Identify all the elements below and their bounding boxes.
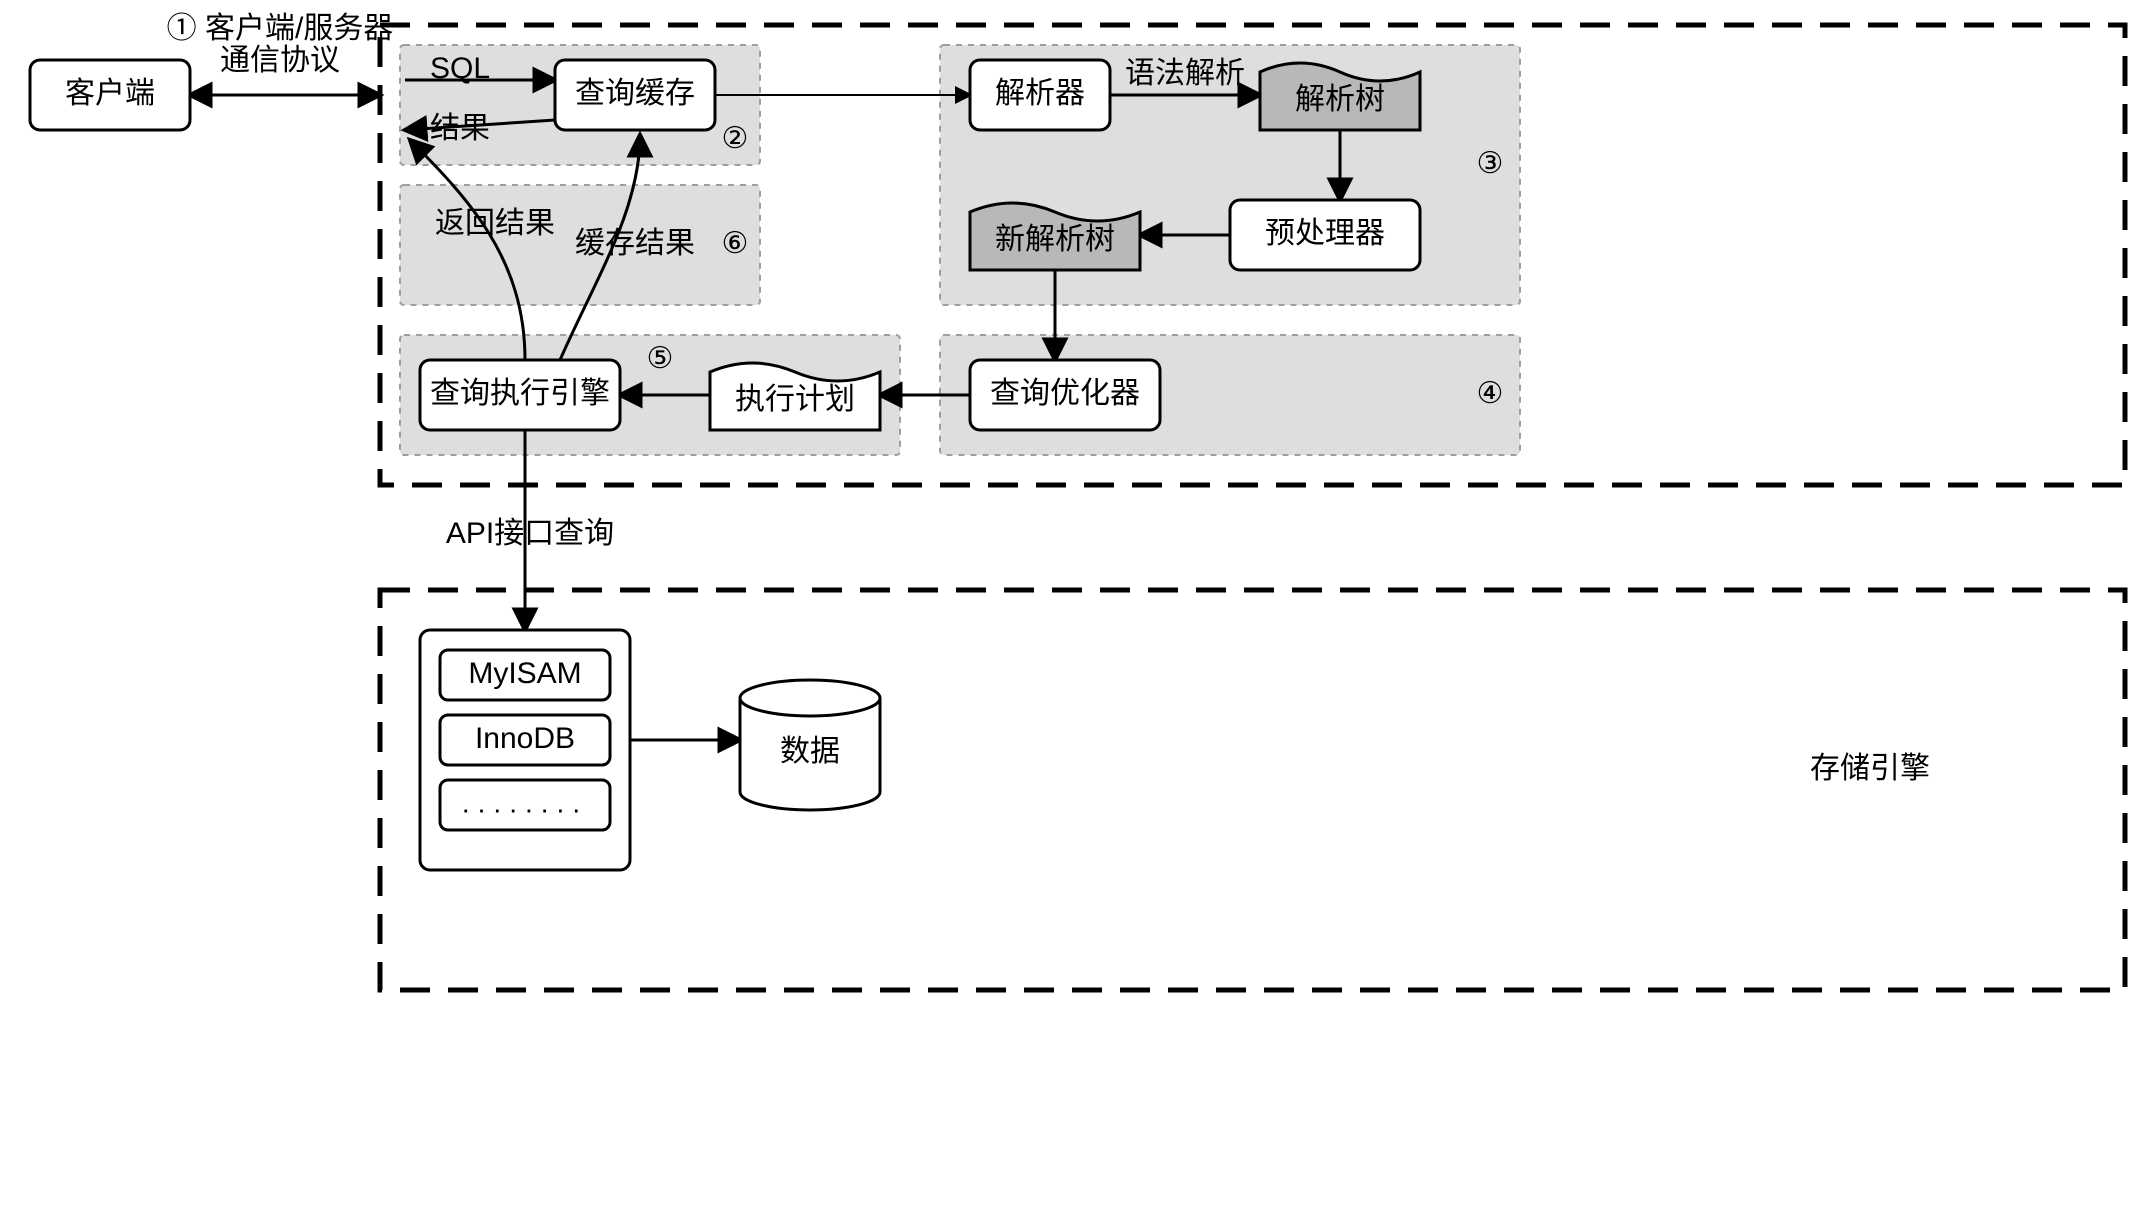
edge-label-return_r: 返回结果 [435,207,555,240]
node-optimizer-label: 查询优化器 [990,377,1140,410]
edge-label-syntax: 语法解析 [1125,57,1245,90]
edge-label-result: 结果 [430,112,490,145]
zone-num-z4: ④ [1477,377,1504,410]
node-data-label: 数据 [780,735,840,768]
node-innodb-label: InnoDB [475,722,575,755]
edge-label-api: API接口查询 [446,517,614,550]
node-parse_tree-label: 解析树 [1295,83,1385,116]
edge-label-protocol1: ① 客户端/服务器 [167,12,394,45]
node-cache-label: 查询缓存 [575,77,695,110]
edge-label-cache_r: 缓存结果 [575,227,695,260]
edge-label-sql: SQL [430,52,490,85]
node-plan-label: 执行计划 [735,383,855,416]
node-myisam-label: MyISAM [468,657,581,690]
node-preproc-label: 预处理器 [1265,217,1385,250]
node-more-label: ........ [462,787,588,818]
node-data-top [740,680,880,716]
zone-num-z3: ③ [1477,147,1504,180]
zone-num-z2: ② [722,122,749,155]
diagram-canvas: 客户端 查询缓存 解析器 解析树预处理器 新解析树查询优化器 执行计划 查询执行引擎 MyIS… [0,0,2142,1228]
edge-label-protocol2: 通信协议 [220,44,340,77]
node-new_tree-label: 新解析树 [995,223,1115,256]
node-parser-label: 解析器 [995,77,1085,110]
zone-num-z6: ⑥ [722,227,749,260]
node-storage_label: 存储引擎 [1810,752,1930,785]
node-client-label: 客户端 [65,77,155,110]
zone-num-z5: ⑤ [647,342,674,375]
container-storage [380,590,2125,990]
node-exec-label: 查询执行引擎 [430,377,610,410]
